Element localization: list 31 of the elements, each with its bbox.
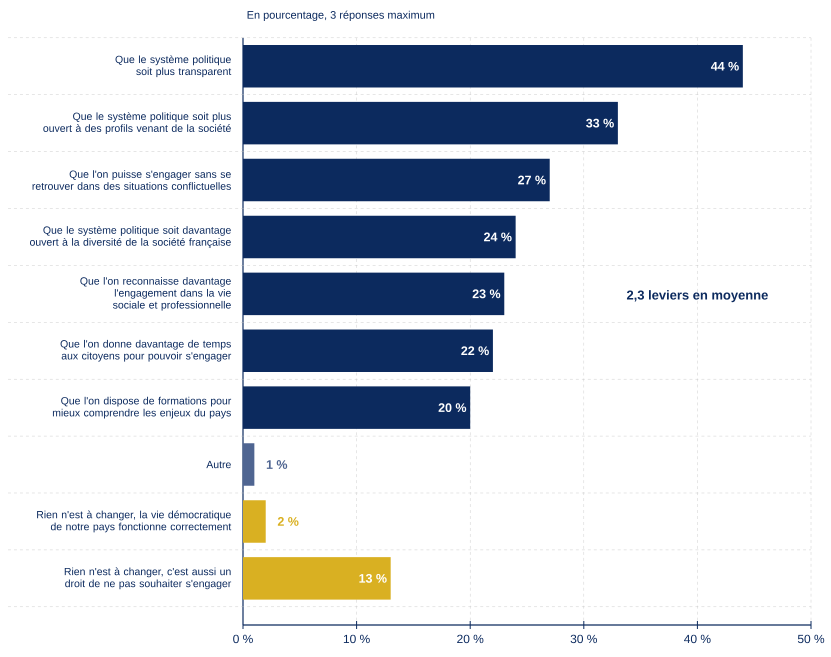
data-label: 33 % bbox=[586, 118, 614, 128]
bar bbox=[243, 557, 391, 600]
x-tick-label: 10 % bbox=[344, 634, 370, 644]
y-tick-label: Que le système politique soit plus ouvert à des profils venant de la société bbox=[43, 112, 231, 134]
y-tick-label: Que l'on puisse s'engager sans se retrouver dans des situations conflictuelles bbox=[32, 170, 231, 190]
data-label: 20 % bbox=[438, 403, 466, 412]
x-tick-label: 0 % bbox=[233, 634, 253, 644]
data-label: 27 % bbox=[518, 176, 546, 184]
data-label: 2 % bbox=[278, 517, 299, 526]
data-label: 1 % bbox=[266, 460, 288, 469]
annotation: 2,3 leviers en moyenne bbox=[626, 290, 768, 302]
y-tick-label: Que l'on donne davantage de temps aux citoyens pour pouvoir s'engager bbox=[60, 340, 232, 362]
y-tick-label: Que le système politique soit davantage ouvert à la diversité de la société française bbox=[30, 226, 231, 248]
data-label: 23 % bbox=[472, 289, 500, 298]
data-label: 44 % bbox=[710, 62, 739, 71]
x-tick-label: 50 % bbox=[798, 634, 824, 644]
x-tick-label: 20 % bbox=[457, 634, 484, 644]
y-tick-label: Que l'on reconnaisse davantage l'engagement dans la vie sociale et professionnelle bbox=[80, 277, 231, 311]
data-label: 13 % bbox=[359, 574, 387, 583]
x-tick-label: 30 % bbox=[570, 634, 597, 644]
y-tick-label: Autre bbox=[206, 460, 231, 468]
data-label: 24 % bbox=[484, 232, 512, 242]
y-tick-label: Que le système politique soit plus transparent bbox=[116, 55, 232, 78]
x-tick-label: 40 % bbox=[684, 634, 711, 644]
y-tick-label: Rien n'est à changer, la vie démocratique de notre pays fonctionne correctement bbox=[37, 510, 232, 532]
y-tick-label: Rien n'est à changer, c'est aussi un droit de ne pas souhaiter s'engager bbox=[64, 567, 232, 590]
chart-title: En pourcentage, 3 réponses maximum bbox=[248, 10, 434, 21]
data-label: 22 % bbox=[461, 346, 489, 356]
bar bbox=[243, 500, 266, 543]
y-tick-label: Que l'on dispose de formations pour mieux comprendre les enjeux du pays bbox=[52, 396, 232, 418]
bar bbox=[243, 443, 254, 486]
